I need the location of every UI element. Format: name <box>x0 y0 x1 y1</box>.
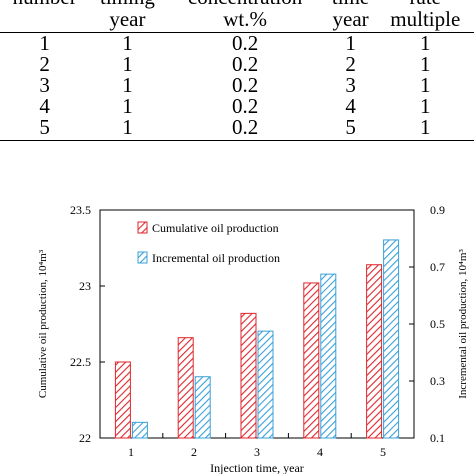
table-row: 1 1 0.2 1 1 <box>0 33 474 55</box>
header-cell: number <box>0 0 89 8</box>
table-cell: 0.2 <box>231 31 259 55</box>
bar-cumulative-2 <box>177 337 194 439</box>
table-row: 5 1 0.2 5 1 <box>0 117 474 141</box>
left-axis-tick-labels: 22 22.5 23 23.5 <box>70 203 91 445</box>
table-header-row: year wt.% year multiple <box>0 8 474 33</box>
x-axis-tick-labels: 1 2 3 4 5 <box>128 445 386 459</box>
left-axis-tick-label: 22 <box>79 431 91 445</box>
table-cell: 1 <box>39 31 50 55</box>
table-cell: 2 <box>345 52 356 76</box>
table-cell: 5 <box>324 117 377 141</box>
header-cell: concentration <box>166 0 325 8</box>
table-cell: 1 <box>420 52 431 76</box>
bar-cumulative-4 <box>303 282 320 439</box>
bar-cumulative-3 <box>240 312 257 439</box>
legend-label-cumulative: Cumulative oil production <box>152 221 279 235</box>
table-cell: 0.2 <box>231 52 259 76</box>
header-cell: time <box>325 0 377 8</box>
right-axis-tick-label: 0.7 <box>430 260 445 274</box>
table-cell: 1 <box>420 94 431 118</box>
table-cell: 1 <box>122 73 133 97</box>
table-cell: 3 <box>345 73 356 97</box>
header-cell: multiple <box>376 8 474 33</box>
bar-cumulative-1 <box>114 361 131 439</box>
table-cell: 0.2 <box>165 117 325 141</box>
legend-swatch-incremental <box>137 251 148 264</box>
header-cell: rate <box>377 0 474 8</box>
bar-incremental-1 <box>131 421 148 439</box>
table-cell: 3 <box>39 73 50 97</box>
table-cell: 1 <box>89 117 166 141</box>
x-axis-tick-label: 1 <box>128 445 134 459</box>
table-cell: 2 <box>39 52 50 76</box>
bar-incremental-5 <box>383 239 400 439</box>
table-cell: 5 <box>0 117 90 141</box>
bar-incremental-2 <box>194 376 211 439</box>
right-axis-tick-label: 0.5 <box>430 317 445 331</box>
bar-cumulative-5 <box>366 264 383 439</box>
table-header-row: number timing concentration time rate <box>0 0 474 8</box>
bar-incremental-4 <box>320 273 337 439</box>
table-cell: 1 <box>122 94 133 118</box>
left-axis-tick-label: 23 <box>79 279 91 293</box>
oil-production-chart: 22 22.5 23 23.5 0.1 0.3 0.5 0.7 0.9 1 2 … <box>37 203 469 474</box>
table-cell: 1 <box>122 52 133 76</box>
table-cell: 1 <box>376 117 474 141</box>
header-cell: timing <box>89 0 165 8</box>
left-axis-label: Cumulative oil production, 10⁴m³ <box>37 249 49 398</box>
header-cell: year <box>324 8 377 33</box>
x-axis-tick-label: 5 <box>380 445 386 459</box>
right-axis-tick-label: 0.9 <box>430 203 445 217</box>
header-cell <box>0 8 90 33</box>
table-cell: 1 <box>420 31 431 55</box>
left-axis-tick-label: 22.5 <box>70 355 91 369</box>
table-row: 3 1 0.2 3 1 <box>0 75 474 96</box>
bar-incremental-3 <box>257 330 274 439</box>
table-cell: 1 <box>345 31 356 55</box>
legend-label-incremental: Incremental oil production <box>152 251 280 265</box>
header-cell: wt.% <box>165 8 325 33</box>
legend: Cumulative oil production Incremental oi… <box>137 221 280 265</box>
x-axis-label: Injection time, year <box>210 461 304 474</box>
legend-swatch-cumulative <box>137 221 148 234</box>
header-cell: year <box>89 8 166 33</box>
table-cell: 4 <box>345 94 356 118</box>
right-axis-tick-label: 0.1 <box>430 431 445 445</box>
table-cell: 1 <box>420 73 431 97</box>
left-axis-tick-label: 23.5 <box>70 203 91 217</box>
parameter-table: number timing concentration time rate ye… <box>0 0 474 141</box>
table-cell: 0.2 <box>231 94 259 118</box>
parameter-table-crop: number timing concentration time rate ye… <box>0 0 474 170</box>
bar-series <box>114 239 400 439</box>
table-row: 4 1 0.2 4 1 <box>0 96 474 117</box>
table-cell: 0.2 <box>231 73 259 97</box>
axis-ticks <box>100 209 414 439</box>
right-axis-tick-label: 0.3 <box>430 374 445 388</box>
x-axis-tick-label: 3 <box>254 445 260 459</box>
x-axis-tick-label: 2 <box>191 445 197 459</box>
table-row: 2 1 0.2 2 1 <box>0 54 474 75</box>
table-cell: 1 <box>122 31 133 55</box>
table-cell: 4 <box>39 94 50 118</box>
right-axis-tick-labels: 0.1 0.3 0.5 0.7 0.9 <box>430 203 445 445</box>
right-axis-label: Incremental oil production, 10⁴m³ <box>457 249 469 399</box>
x-axis-tick-label: 4 <box>317 445 323 459</box>
